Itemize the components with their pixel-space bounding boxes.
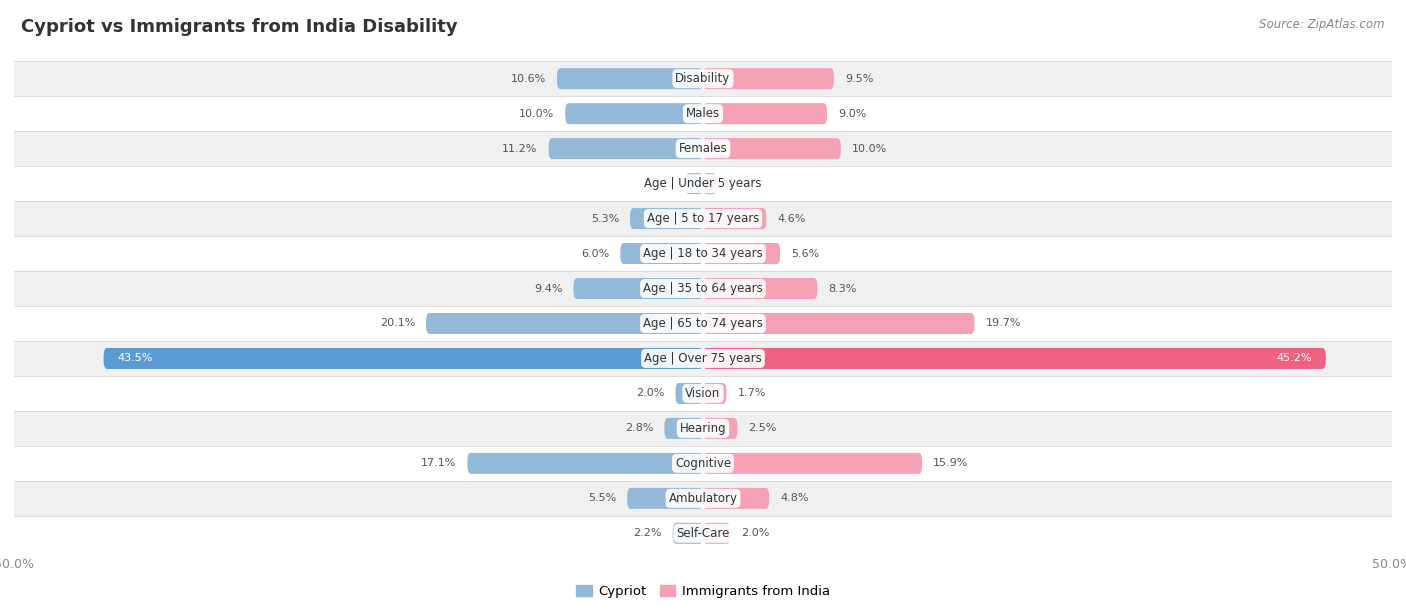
- FancyBboxPatch shape: [703, 523, 731, 544]
- FancyBboxPatch shape: [703, 383, 727, 404]
- FancyBboxPatch shape: [620, 243, 703, 264]
- Text: Males: Males: [686, 107, 720, 120]
- Bar: [14, 376, 1392, 411]
- Bar: [14, 166, 1392, 201]
- Text: Age | Over 75 years: Age | Over 75 years: [644, 352, 762, 365]
- Text: Ambulatory: Ambulatory: [668, 492, 738, 505]
- Legend: Cypriot, Immigrants from India: Cypriot, Immigrants from India: [571, 580, 835, 603]
- FancyBboxPatch shape: [672, 523, 703, 544]
- Text: Hearing: Hearing: [679, 422, 727, 435]
- Bar: [14, 446, 1392, 481]
- Bar: [14, 411, 1392, 446]
- Text: 19.7%: 19.7%: [986, 318, 1021, 329]
- Text: Vision: Vision: [685, 387, 721, 400]
- FancyBboxPatch shape: [675, 383, 703, 404]
- Text: 10.0%: 10.0%: [852, 144, 887, 154]
- Bar: [14, 271, 1392, 306]
- Text: 2.8%: 2.8%: [624, 424, 654, 433]
- FancyBboxPatch shape: [703, 313, 974, 334]
- FancyBboxPatch shape: [467, 453, 703, 474]
- FancyBboxPatch shape: [703, 138, 841, 159]
- FancyBboxPatch shape: [557, 68, 703, 89]
- FancyBboxPatch shape: [703, 453, 922, 474]
- Text: 5.5%: 5.5%: [588, 493, 616, 503]
- Bar: [14, 96, 1392, 131]
- Bar: [14, 341, 1392, 376]
- Text: Age | Under 5 years: Age | Under 5 years: [644, 177, 762, 190]
- Text: 10.0%: 10.0%: [519, 109, 554, 119]
- FancyBboxPatch shape: [548, 138, 703, 159]
- Text: Cognitive: Cognitive: [675, 457, 731, 470]
- Text: Cypriot vs Immigrants from India Disability: Cypriot vs Immigrants from India Disabil…: [21, 18, 458, 36]
- Text: 5.6%: 5.6%: [792, 248, 820, 258]
- Bar: [14, 516, 1392, 551]
- FancyBboxPatch shape: [104, 348, 703, 369]
- FancyBboxPatch shape: [665, 418, 703, 439]
- Text: 9.0%: 9.0%: [838, 109, 866, 119]
- Bar: [14, 481, 1392, 516]
- Text: 15.9%: 15.9%: [934, 458, 969, 468]
- Text: Age | 18 to 34 years: Age | 18 to 34 years: [643, 247, 763, 260]
- FancyBboxPatch shape: [574, 278, 703, 299]
- Bar: [14, 201, 1392, 236]
- Text: 2.2%: 2.2%: [633, 528, 662, 539]
- Text: Self-Care: Self-Care: [676, 527, 730, 540]
- Text: Age | 5 to 17 years: Age | 5 to 17 years: [647, 212, 759, 225]
- FancyBboxPatch shape: [565, 103, 703, 124]
- FancyBboxPatch shape: [627, 488, 703, 509]
- Bar: [14, 61, 1392, 96]
- Text: 6.0%: 6.0%: [581, 248, 609, 258]
- Bar: [14, 236, 1392, 271]
- Text: Source: ZipAtlas.com: Source: ZipAtlas.com: [1260, 18, 1385, 31]
- Text: 9.4%: 9.4%: [534, 283, 562, 294]
- FancyBboxPatch shape: [703, 243, 780, 264]
- Text: 1.7%: 1.7%: [738, 389, 766, 398]
- Text: 9.5%: 9.5%: [845, 73, 873, 84]
- Text: 17.1%: 17.1%: [420, 458, 457, 468]
- FancyBboxPatch shape: [426, 313, 703, 334]
- Text: Age | 35 to 64 years: Age | 35 to 64 years: [643, 282, 763, 295]
- FancyBboxPatch shape: [703, 278, 817, 299]
- Text: 8.3%: 8.3%: [828, 283, 856, 294]
- FancyBboxPatch shape: [703, 68, 834, 89]
- Text: Females: Females: [679, 142, 727, 155]
- FancyBboxPatch shape: [703, 418, 738, 439]
- Text: 11.2%: 11.2%: [502, 144, 537, 154]
- Text: 5.3%: 5.3%: [591, 214, 619, 223]
- Text: 2.0%: 2.0%: [741, 528, 770, 539]
- FancyBboxPatch shape: [703, 208, 766, 229]
- Text: 2.0%: 2.0%: [636, 389, 665, 398]
- Text: 4.8%: 4.8%: [780, 493, 808, 503]
- Text: 1.3%: 1.3%: [645, 179, 673, 188]
- FancyBboxPatch shape: [630, 208, 703, 229]
- Text: 2.5%: 2.5%: [748, 424, 778, 433]
- Text: 10.6%: 10.6%: [510, 73, 546, 84]
- Text: 20.1%: 20.1%: [380, 318, 415, 329]
- Text: 4.6%: 4.6%: [778, 214, 806, 223]
- FancyBboxPatch shape: [703, 348, 1326, 369]
- Text: Age | 65 to 74 years: Age | 65 to 74 years: [643, 317, 763, 330]
- Text: 1.0%: 1.0%: [728, 179, 756, 188]
- Bar: [14, 306, 1392, 341]
- Bar: [14, 131, 1392, 166]
- FancyBboxPatch shape: [703, 488, 769, 509]
- FancyBboxPatch shape: [703, 173, 717, 194]
- FancyBboxPatch shape: [685, 173, 703, 194]
- Text: 43.5%: 43.5%: [117, 354, 153, 364]
- Text: 45.2%: 45.2%: [1277, 354, 1312, 364]
- Text: Disability: Disability: [675, 72, 731, 85]
- FancyBboxPatch shape: [703, 103, 827, 124]
